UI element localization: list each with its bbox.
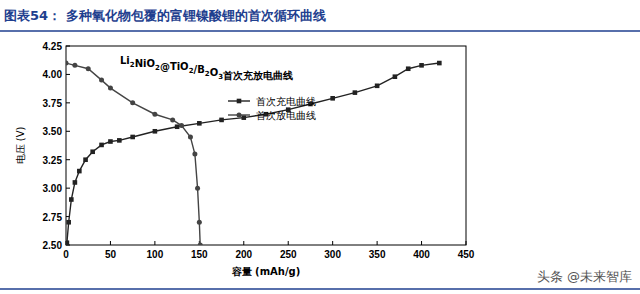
- data-point: [152, 112, 157, 117]
- x-tick-label: 200: [235, 249, 252, 260]
- x-tick-label: 250: [280, 249, 297, 260]
- figure-title: 图表54： 多种氧化物包覆的富锂镍酸锂的首次循环曲线: [4, 8, 326, 23]
- x-axis-label: 容量 (mAh/g): [231, 266, 301, 277]
- y-tick-label: 3.00: [43, 183, 63, 194]
- x-tick-label: 350: [369, 249, 386, 260]
- y-tick-label: 3.75: [43, 98, 63, 109]
- legend-label: 首次放电曲线: [256, 110, 316, 121]
- x-tick-label: 100: [147, 249, 164, 260]
- data-point: [406, 66, 411, 71]
- x-tick-label: 450: [458, 249, 475, 260]
- subtitle: Li2NiO2@TiO2/B2O3首次充放电曲线: [120, 55, 293, 81]
- data-point: [66, 240, 69, 245]
- legend-label: 首次充电曲线: [256, 96, 316, 107]
- data-point: [86, 66, 91, 71]
- data-point: [66, 220, 71, 225]
- series-line: [67, 63, 439, 243]
- y-tick-label: 4.00: [43, 69, 63, 80]
- x-tick: [377, 241, 378, 245]
- data-point: [130, 100, 135, 105]
- data-point: [393, 74, 398, 79]
- data-point: [72, 63, 77, 68]
- y-tick-label: 3.25: [43, 155, 63, 166]
- y-tick: [66, 74, 70, 75]
- legend-marker: [237, 99, 242, 104]
- y-tick-label: 3.50: [43, 126, 63, 137]
- data-point: [130, 135, 135, 140]
- x-tick-label: 150: [191, 249, 208, 260]
- x-tick: [332, 241, 333, 245]
- chart: 图表54： 多种氧化物包覆的富锂镍酸锂的首次循环曲线 0 50 100 150 200 25…: [0, 0, 640, 294]
- y-tick: [66, 131, 70, 132]
- footer-rule: [0, 288, 640, 290]
- header-rule: [0, 30, 640, 32]
- data-point: [179, 123, 184, 128]
- x-tick-label: 0: [63, 249, 69, 260]
- x-tick: [466, 241, 467, 245]
- y-tick-label: 2.75: [43, 212, 63, 223]
- y-axis-label: 电压 (V): [15, 126, 26, 164]
- data-point: [197, 121, 202, 126]
- x-tick: [288, 241, 289, 245]
- data-point: [117, 138, 122, 143]
- data-point: [198, 243, 203, 246]
- data-point: [69, 197, 74, 202]
- data-point: [353, 90, 358, 95]
- plot-frame: [66, 46, 466, 245]
- data-point: [241, 115, 246, 120]
- data-point: [83, 157, 88, 162]
- x-tick: [243, 241, 244, 245]
- data-point: [175, 124, 180, 129]
- y-tick: [66, 188, 70, 189]
- data-point: [108, 86, 113, 91]
- x-tick-label: 50: [105, 249, 117, 260]
- x-tick-label: 300: [324, 249, 341, 260]
- plot-area: [66, 61, 442, 245]
- data-point: [375, 84, 380, 89]
- data-point: [73, 180, 78, 185]
- y-tick: [66, 159, 70, 160]
- data-point: [219, 118, 224, 123]
- x-tick: [421, 241, 422, 245]
- data-point: [192, 152, 197, 157]
- y-tick-label: 2.50: [43, 240, 63, 251]
- data-point: [77, 169, 82, 174]
- data-point: [195, 186, 200, 191]
- x-tick: [110, 241, 111, 245]
- data-point: [108, 139, 113, 144]
- data-point: [419, 63, 424, 68]
- data-point: [170, 117, 175, 122]
- y-tick: [66, 46, 70, 47]
- data-point: [197, 220, 202, 225]
- data-point: [188, 134, 193, 139]
- data-point: [90, 149, 95, 154]
- data-point: [153, 129, 158, 134]
- y-tick: [66, 102, 70, 103]
- y-tick-label: 4.25: [43, 41, 63, 52]
- data-point: [330, 96, 335, 101]
- data-point: [99, 78, 104, 83]
- data-point: [66, 61, 69, 66]
- x-tick-label: 400: [413, 249, 430, 260]
- data-point: [99, 143, 104, 148]
- data-point: [437, 61, 442, 66]
- watermark: 头条 @未来智库: [537, 269, 632, 284]
- series-line: [66, 63, 200, 245]
- legend-marker: [237, 113, 242, 118]
- x-tick: [154, 241, 155, 245]
